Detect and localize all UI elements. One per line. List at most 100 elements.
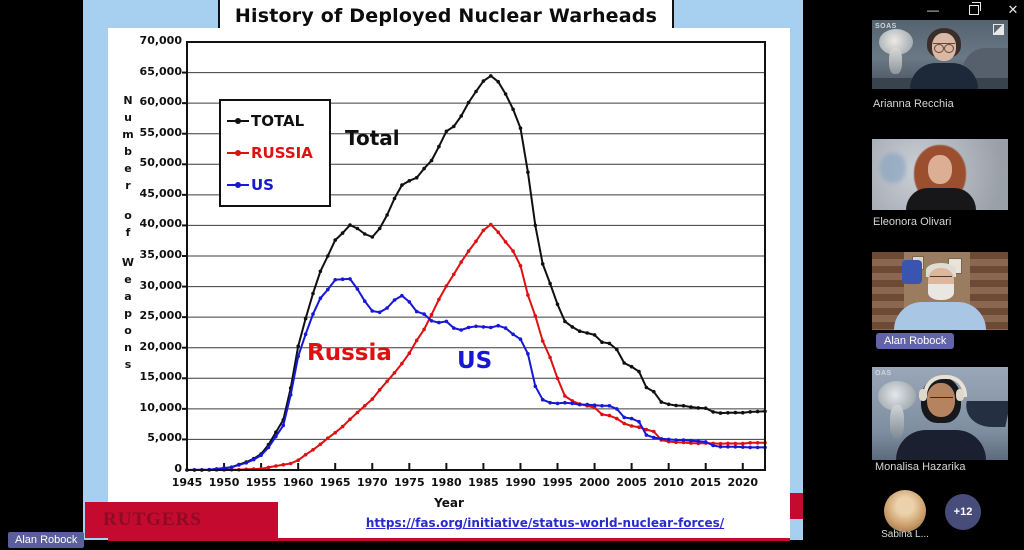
legend-marker-total [227,118,249,124]
y-axis-title-char: b [124,145,132,158]
soas-logo-text: SOAS [875,23,897,30]
glasses-art [933,43,955,53]
minimize-button[interactable]: — [927,3,939,17]
x-tick-label: 2020 [727,476,759,489]
rutgers-wordmark: RUTGERS [103,509,202,530]
legend-label-russia: RUSSIA [251,144,313,162]
participant-name: Eleonora Olivari [873,216,952,228]
y-tick-label: 70,000 [139,34,182,47]
slide-title-box: History of Deployed Nuclear Warheads [218,0,674,33]
x-tick-label: 1995 [542,476,573,489]
participant-face [928,155,952,184]
x-tick-label: 1975 [393,476,425,489]
close-button[interactable]: ✕ [1007,2,1019,17]
y-tick-label: 55,000 [139,125,182,139]
video-tile-alan[interactable] [872,252,1008,330]
legend-item-russia: RUSSIA [227,144,323,162]
avatar-name: Sabina L... [881,529,929,540]
y-tick-label: 25,000 [139,309,182,323]
chart-legend: TOTAL RUSSIA US [219,99,331,207]
rutgers-banner: RUTGERS [85,502,278,538]
y-tick-label: 40,000 [139,217,182,231]
legend-marker-us [227,182,249,188]
beard-art [928,284,954,300]
presenter-name-badge: Alan Robock [8,532,85,548]
y-axis-title-char: n [124,341,132,354]
slide-red-accent [790,493,803,519]
y-tick-label: 60,000 [139,95,182,109]
spotlight-icon [993,24,1004,35]
legend-label-us: US [251,176,274,194]
x-tick-label: 1965 [319,476,351,489]
blue-bag-art [902,260,922,284]
avatar[interactable] [884,490,926,532]
source-url-link[interactable]: https://fas.org/initiative/status-world-… [365,516,725,530]
x-tick-label: 2010 [653,476,684,489]
annotation-russia: Russia [307,340,392,366]
y-axis-title-char: N [123,94,133,107]
x-tick-label: 1990 [505,476,536,489]
y-tick-label: 0 [174,462,182,475]
participants-sidebar: — ✕ SOAS Arianna Recchia Eleono [860,0,1024,550]
y-tick-label: 45,000 [139,186,182,200]
video-tile-monalisa[interactable]: OAS [872,367,1008,460]
y-axis-title-char: f [125,226,131,239]
slide-title: History of Deployed Nuclear Warheads [234,4,658,27]
y-tick-label: 65,000 [139,64,182,78]
legend-marker-russia [227,150,249,156]
y-tick-label: 35,000 [139,248,182,261]
y-axis-title-char: r [125,179,131,192]
x-tick-label: 1980 [431,476,462,489]
annotation-us: US [457,348,493,374]
x-tick-label: 1955 [245,476,277,489]
y-tick-label: 50,000 [139,156,182,170]
y-tick-label: 10,000 [139,400,182,414]
participant-shoulders [910,63,978,89]
active-speaker-badge: Alan Robock [876,333,955,349]
x-tick-label: 2005 [616,476,647,489]
x-tick-label: 2015 [690,476,722,489]
y-axis-title-char: a [124,290,132,303]
restore-button[interactable] [969,2,981,15]
participant-face [927,383,955,417]
x-tick-label: 1985 [468,476,499,489]
headphones-art [923,375,967,397]
x-tick-label: 1960 [282,476,314,489]
y-axis-title-char: W [121,256,135,269]
participant-shoulders [906,188,976,210]
participant-shoulders [894,302,986,330]
x-tick-label: 2000 [579,476,610,489]
annotation-total: Total [345,126,400,150]
video-tile-eleonora[interactable] [872,139,1008,210]
headphone-cup-art [919,389,927,401]
background-blur-art [880,153,906,183]
y-axis-title-char: e [124,162,132,175]
video-tile-arianna[interactable]: SOAS [872,20,1008,89]
legend-label-total: TOTAL [251,112,305,130]
legend-item-us: US [227,176,323,194]
soas-logo-text: OAS [875,370,892,377]
x-axis-label: Year [434,496,464,510]
window-controls: — ✕ [860,0,1024,22]
legend-item-total: TOTAL [227,112,323,130]
y-axis-title-char: o [124,324,132,337]
glasses-art [930,397,953,404]
overflow-count-badge[interactable]: +12 [945,494,981,530]
x-tick-label: 1970 [356,476,388,489]
explosion-stem-art [889,48,902,74]
y-axis-title-char: u [124,111,132,124]
y-axis-title-char: s [124,358,132,371]
y-tick-label: 30,000 [139,278,182,292]
x-tick-label: 1950 [208,476,240,489]
y-axis-title-char: m [122,128,134,141]
participant-name: Monalisa Hazarika [873,461,968,473]
y-tick-label: 20,000 [139,339,182,353]
y-tick-label: 5,000 [147,431,182,445]
plot-area: TOTAL RUSSIA US Total Russia US [182,41,767,472]
y-axis-title-char: p [124,307,132,320]
participant-name: Arianna Recchia [873,98,954,110]
explosion-stem-art [890,405,904,439]
